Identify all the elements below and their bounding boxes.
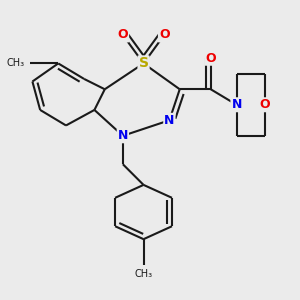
Text: S: S xyxy=(139,56,148,70)
Text: O: O xyxy=(260,98,270,111)
Text: O: O xyxy=(159,28,169,41)
Text: O: O xyxy=(206,52,216,65)
Text: N: N xyxy=(118,129,128,142)
Text: CH₃: CH₃ xyxy=(134,269,153,279)
Text: N: N xyxy=(231,98,242,111)
Text: N: N xyxy=(164,114,175,127)
Text: O: O xyxy=(118,28,128,41)
Text: CH₃: CH₃ xyxy=(7,58,25,68)
